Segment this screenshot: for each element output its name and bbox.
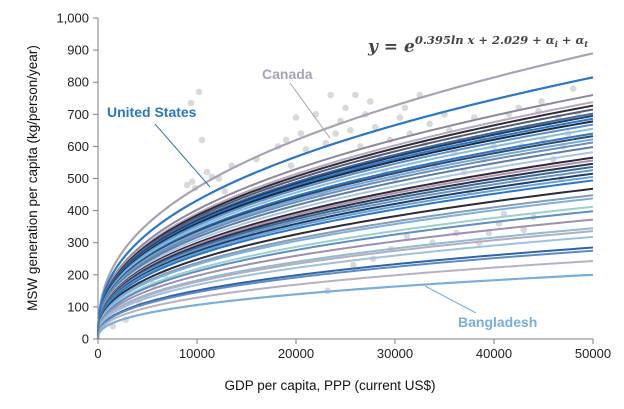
- country-curve: [97, 210, 594, 340]
- y-axis-title: MSW generation per capita (kg/person/yea…: [25, 45, 40, 311]
- scatter-point: [569, 85, 577, 92]
- canada-label: Canada: [262, 66, 313, 82]
- scatter-point: [183, 181, 191, 189]
- country-curve: [97, 179, 594, 340]
- y-tick-label: 700: [67, 107, 89, 122]
- y-tick-label: 0: [82, 332, 89, 347]
- y-tick-label: 400: [67, 203, 89, 218]
- scatter-point: [396, 114, 404, 121]
- x-tick-label: 10000: [179, 346, 215, 361]
- y-tick-label: 100: [67, 299, 89, 314]
- scatter-point: [347, 127, 354, 134]
- scatter-point: [292, 114, 300, 121]
- scatter-point: [426, 120, 433, 128]
- united-states-label: United States: [107, 104, 197, 120]
- country-curve: [97, 218, 594, 340]
- curve-united-states: [96, 76, 594, 340]
- equation-base: e: [404, 37, 415, 57]
- x-tick-label: 0: [94, 346, 101, 361]
- country-curve: [97, 187, 594, 340]
- scatter-point: [302, 146, 310, 153]
- scatter-point: [403, 232, 411, 240]
- scatter-point: [350, 261, 357, 269]
- x-axis-title: GDP per capita, PPP (current US$): [224, 378, 435, 393]
- scatter-point: [342, 104, 349, 112]
- equation-sub-t: t: [584, 40, 588, 50]
- equation-equals: =: [378, 37, 404, 57]
- country-curve: [97, 260, 594, 340]
- scatter-point: [327, 91, 334, 99]
- y-tick-label: 300: [67, 235, 89, 250]
- scatter-point: [371, 123, 379, 131]
- canada-leader-line: [289, 82, 331, 139]
- scatter-point: [198, 136, 206, 144]
- y-tick-label: 500: [67, 171, 89, 186]
- equation: y = e0.395ln x + 2.029 + αi + αt: [367, 33, 588, 57]
- scatter-point: [287, 162, 295, 169]
- highlighted-curves: [96, 52, 594, 340]
- scatter-point: [520, 226, 527, 234]
- scatter-point: [195, 88, 203, 96]
- x-axis-ticks: 0 10000 20000 30000 40000 50000: [94, 339, 611, 361]
- scatter-point: [366, 98, 374, 105]
- curve-bangladesh: [96, 273, 594, 340]
- united-states-leader-line: [154, 123, 211, 188]
- background-curves: [97, 94, 594, 340]
- country-curve: [97, 197, 594, 340]
- x-tick-label: 30000: [377, 346, 413, 361]
- country-curve: [97, 249, 594, 340]
- x-tick-label: 20000: [278, 346, 314, 361]
- scatter-point: [332, 130, 339, 137]
- curve-canada: [96, 52, 594, 340]
- equation-sub-i: i: [555, 40, 558, 50]
- scatter-point: [188, 178, 196, 186]
- scatter-point: [282, 136, 290, 144]
- x-tick-label: 50000: [575, 346, 611, 361]
- scatter-point: [187, 99, 195, 107]
- scatter-point: [401, 104, 409, 112]
- country-curve: [97, 230, 594, 340]
- y-tick-label: 600: [67, 139, 89, 154]
- y-tick-label: 900: [67, 43, 89, 58]
- equation-lhs: y: [367, 37, 379, 57]
- bangladesh-label: Bangladesh: [458, 314, 537, 330]
- y-tick-label: 800: [67, 75, 89, 90]
- x-tick-label: 40000: [476, 346, 512, 361]
- scatter-point: [485, 229, 493, 237]
- y-axis-ticks: 0 100 200 300 400 500 600 700 800 900 1,000: [56, 11, 98, 347]
- y-tick-label: 1,000: [56, 11, 89, 26]
- country-curve: [97, 235, 594, 340]
- scatter-point: [352, 91, 359, 99]
- bangladesh-leader-line: [424, 285, 477, 314]
- scatter-point: [500, 210, 508, 218]
- scatter-point: [312, 111, 320, 118]
- equation-exponent: 0.395ln x + 2.029 + α: [415, 33, 555, 47]
- equation-plus: + α: [558, 33, 585, 47]
- scatter-point: [203, 168, 211, 176]
- scatter-point: [297, 130, 305, 137]
- scatter-point: [538, 98, 545, 105]
- scatter-point: [221, 188, 229, 195]
- y-tick-label: 200: [67, 267, 89, 282]
